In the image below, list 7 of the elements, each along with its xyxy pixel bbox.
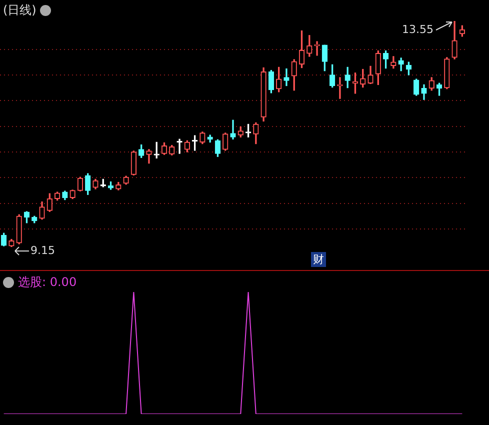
annotation: 9.15: [30, 244, 55, 257]
text: 财: [311, 252, 326, 267]
annotation: 13.55: [402, 23, 434, 36]
candlestick: [230, 120, 236, 140]
chart-title: 选股: 0.00: [18, 274, 77, 291]
chart-title: (日线): [3, 2, 36, 19]
candlestick: [284, 68, 290, 86]
